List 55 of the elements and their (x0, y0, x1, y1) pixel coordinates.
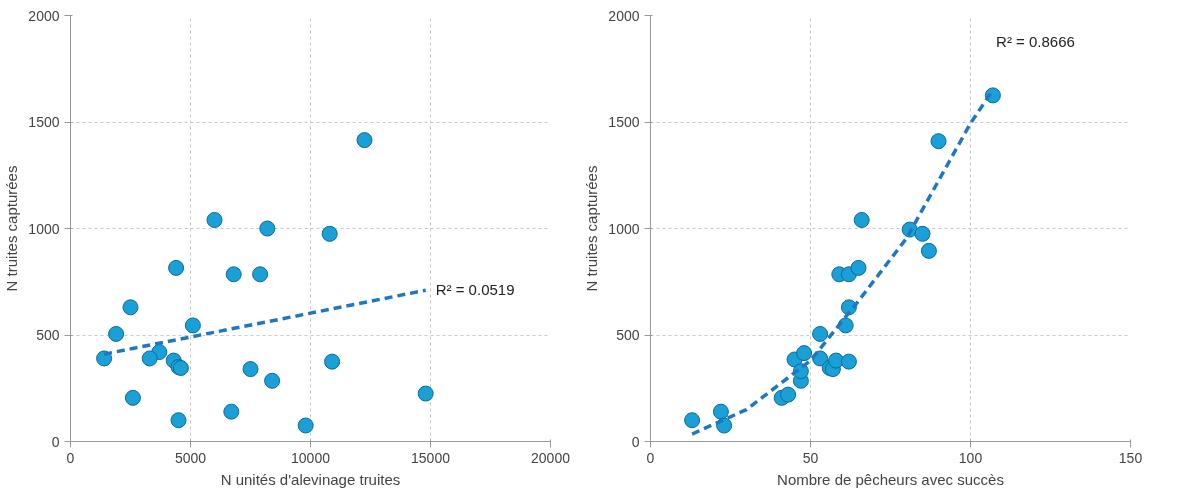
point (124, 389, 141, 406)
x-tick-label: 100 (958, 449, 983, 466)
y-tick-label: 0 (631, 433, 640, 450)
point (225, 266, 242, 283)
point (920, 242, 937, 259)
y-tick-label: 500 (36, 327, 60, 343)
y-tick-label: 1000 (28, 220, 60, 237)
point (264, 372, 281, 389)
y-tick-label: 1500 (28, 114, 60, 130)
annotation: R² = 0.0519 (435, 281, 515, 299)
point (223, 403, 240, 420)
y-tick-label: 1000 (608, 220, 640, 237)
x-tick-label: 15000 (411, 449, 451, 466)
point (141, 350, 158, 367)
point (242, 361, 259, 378)
point (684, 412, 701, 429)
point (812, 325, 829, 342)
x-axis-title: N unités d'alevinage truites (220, 470, 401, 488)
y-axis-title: N truites capturées (583, 165, 601, 292)
point (321, 225, 338, 242)
y-tick-label: 0 (51, 433, 60, 450)
x-tick-label: 5000 (174, 449, 207, 466)
point (108, 325, 125, 342)
point (780, 386, 797, 403)
x-tick-label: 50 (802, 449, 819, 466)
point (356, 132, 373, 149)
point (259, 220, 276, 237)
y-axis-title: N truites capturées (3, 165, 21, 292)
x-tick-label: 0 (646, 449, 655, 466)
point (122, 299, 139, 316)
point (168, 259, 185, 276)
y-tick-label: 1500 (608, 114, 640, 130)
y-tick-label: 2000 (608, 7, 640, 24)
point (324, 353, 341, 370)
point (252, 266, 269, 283)
point (417, 385, 434, 402)
point (170, 412, 187, 429)
x-tick-label: 10000 (291, 449, 331, 466)
x-tick-label: 0 (66, 449, 75, 466)
point (853, 211, 870, 228)
point (914, 225, 931, 242)
x-tick-label: 150 (1118, 449, 1143, 466)
point (712, 403, 729, 420)
point (930, 133, 947, 150)
point (297, 417, 314, 434)
annotation: R² = 0.8666 (996, 32, 1075, 50)
x-axis-title: Nombre de pêcheurs avec succès (777, 470, 1004, 488)
y-tick-label: 2000 (28, 7, 60, 24)
point (184, 317, 201, 334)
point (796, 345, 813, 362)
x-tick-label: 20000 (531, 449, 571, 466)
point (206, 211, 223, 228)
point (850, 259, 867, 276)
y-tick-label: 500 (616, 327, 640, 343)
point (840, 353, 857, 370)
